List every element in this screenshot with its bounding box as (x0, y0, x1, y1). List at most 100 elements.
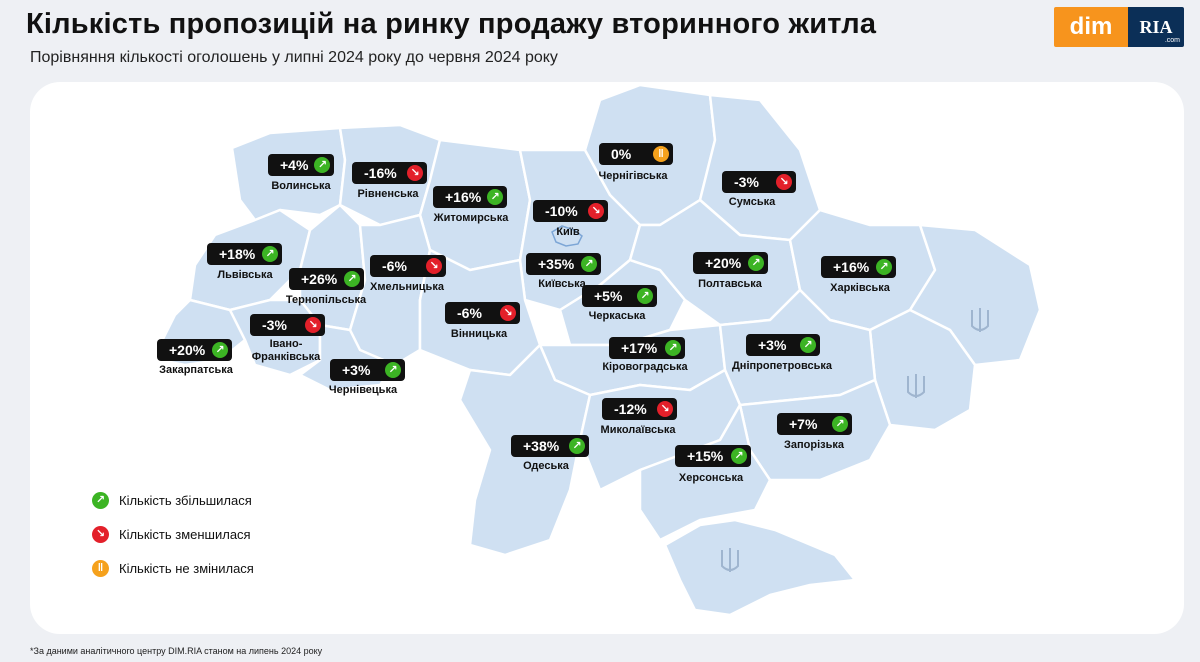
arrow-up-icon: ↗ (581, 256, 597, 272)
change-value: -3% (262, 317, 287, 333)
badge-kyivska: +35% ↗ (526, 253, 601, 275)
badge-poltavska: +20% ↗ (693, 252, 768, 274)
change-value: +7% (789, 416, 818, 432)
map-legend: ↗ Кількість збільшилася ↘ Кількість змен… (92, 483, 254, 585)
label-zaporizka: Запорізька (783, 439, 845, 451)
label-mykolaivska: Миколаївська (600, 424, 676, 436)
change-value: +17% (621, 340, 658, 356)
change-value: -6% (382, 258, 407, 274)
legend-item-increase: ↗ Кількість збільшилася (92, 483, 254, 517)
badge-chernihivska: 0% ‖ (599, 143, 673, 165)
label-odeska: Одеська (523, 460, 569, 472)
tryzub-icon-east (971, 308, 989, 332)
change-value: -16% (364, 165, 397, 181)
badge-chernivetska: +3% ↗ (330, 359, 405, 381)
change-value: +15% (687, 448, 724, 464)
tryzub-icons (721, 308, 989, 572)
badge-ternopilska: +26% ↗ (289, 268, 364, 290)
arrow-down-icon: ↘ (426, 258, 442, 274)
label-poltavska: Полтавська (698, 278, 762, 290)
tryzub-icon-donbas (907, 374, 925, 398)
legend-label: Кількість зменшилася (119, 526, 251, 542)
arrow-up-icon: ↗ (385, 362, 401, 378)
badge-dnipropetrovska: +3% ↗ (746, 334, 820, 356)
legend-label: Кількість збільшилася (119, 492, 252, 508)
label-zhytomyrska: Житомирська (433, 212, 509, 224)
legend-item-decrease: ↘ Кількість зменшилася (92, 517, 254, 551)
change-value: +16% (833, 259, 870, 275)
arrow-down-icon: ↘ (407, 165, 423, 181)
arrow-up-icon: ↗ (92, 491, 109, 509)
badge-kharkivska: +16% ↗ (821, 256, 896, 278)
dim-ria-logo[interactable]: dim RIA .com (1054, 7, 1184, 47)
label-volynska: Волинська (271, 180, 331, 192)
pause-icon: ‖ (92, 559, 109, 577)
label-zakarpatska: Закарпатська (159, 364, 233, 376)
label-ternopilska: Тернопільська (285, 294, 367, 306)
label-chernihivska: Чернігівська (598, 170, 668, 182)
label-khersonska: Херсонська (678, 472, 744, 484)
page-subtitle: Порівняння кількості оголошень у липні 2… (30, 49, 558, 66)
badge-khmelnytska: -6% ↘ (370, 255, 446, 277)
logo-ria: RIA .com (1128, 7, 1184, 47)
change-value: -12% (614, 401, 647, 417)
change-value: 0% (611, 146, 632, 162)
label-kyiv: Київ (556, 226, 580, 238)
logo-ria-domain: .com (1164, 37, 1180, 44)
badge-vinnytska: -6% ↘ (445, 302, 520, 324)
label-cherkaska: Черкаська (588, 310, 646, 322)
label-khmelnytska: Хмельницька (370, 281, 444, 293)
change-value: -6% (457, 305, 482, 321)
page-title: Кількість пропозицій на ринку продажу вт… (26, 8, 877, 40)
arrow-up-icon: ↗ (212, 342, 228, 358)
arrow-down-icon: ↘ (657, 401, 673, 417)
label-rivnenska: Рівненська (357, 188, 419, 200)
map-region-crimea (663, 518, 857, 617)
badge-kirovohradska: +17% ↗ (609, 337, 685, 359)
kyiv-city-shape (551, 225, 583, 247)
badge-mykolaivska: -12% ↘ (602, 398, 677, 420)
arrow-up-icon: ↗ (569, 438, 585, 454)
legend-item-unchanged: ‖ Кількість не змінилася (92, 551, 254, 585)
tryzub-icon-crimea (721, 548, 739, 572)
label-lvivska: Львівська (217, 269, 273, 281)
footnote: *За даними аналітичного центру DIM.RIA с… (30, 646, 323, 656)
change-value: +5% (594, 288, 623, 304)
arrow-up-icon: ↗ (748, 255, 764, 271)
badge-zakarpatska: +20% ↗ (157, 339, 232, 361)
label-chernivetska: Чернівецька (328, 384, 398, 396)
change-value: +18% (219, 246, 256, 262)
change-value: +16% (445, 189, 482, 205)
badge-kyiv: -10% ↘ (533, 200, 608, 222)
label-ivano-frankivska: Івано-Франківська (251, 338, 321, 363)
arrow-up-icon: ↗ (665, 340, 681, 356)
map-region-luhanska (908, 223, 1042, 367)
badge-lvivska: +18% ↗ (207, 243, 282, 265)
change-value: +38% (523, 438, 560, 454)
badge-odeska: +38% ↗ (511, 435, 589, 457)
badge-cherkaska: +5% ↗ (582, 285, 657, 307)
label-sumska: Сумська (728, 196, 776, 208)
label-vinnytska: Вінницька (450, 328, 508, 340)
arrow-down-icon: ↘ (588, 203, 604, 219)
change-value: +3% (342, 362, 371, 378)
change-value: -3% (734, 174, 759, 190)
change-value: +3% (758, 337, 787, 353)
change-value: +20% (705, 255, 742, 271)
arrow-up-icon: ↗ (262, 246, 278, 262)
arrow-up-icon: ↗ (314, 157, 331, 173)
badge-ivano-frankivska: -3% ↘ (250, 314, 325, 336)
logo-ria-text: RIA (1139, 16, 1173, 37)
badge-zaporizka: +7% ↗ (777, 413, 852, 435)
badge-khersonska: +15% ↗ (675, 445, 751, 467)
arrow-down-icon: ↘ (776, 174, 792, 190)
label-kyivska: Київська (538, 278, 586, 290)
change-value: +20% (169, 342, 206, 358)
change-value: +4% (280, 157, 309, 173)
arrow-down-icon: ↘ (92, 525, 109, 543)
arrow-up-icon: ↗ (876, 259, 892, 275)
change-value: +26% (301, 271, 338, 287)
arrow-up-icon: ↗ (637, 288, 653, 304)
arrow-up-icon: ↗ (731, 448, 747, 464)
